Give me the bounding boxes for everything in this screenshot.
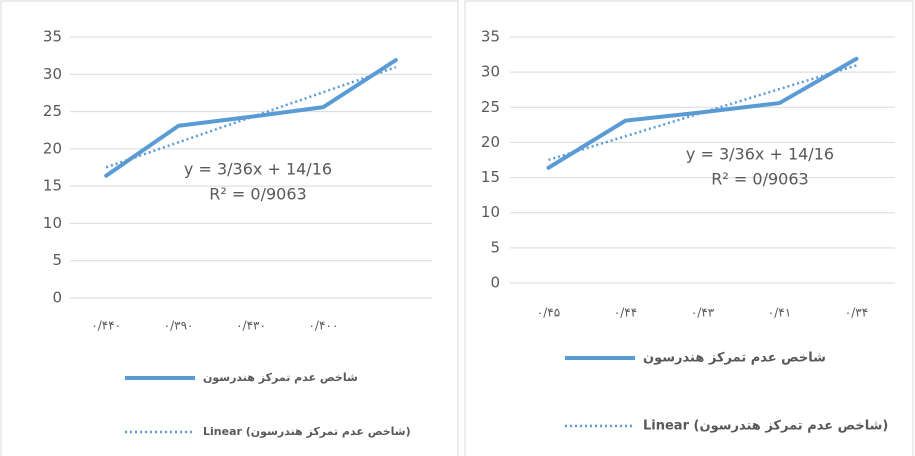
- y-tick-label: 10: [481, 203, 500, 221]
- legend-label: Linear (شاخص عدم تمرکز هندرسون): [203, 425, 411, 438]
- x-tick-label: ۰/۴۳: [691, 306, 715, 320]
- trend-equation: R² = 0/9063: [209, 185, 306, 204]
- y-tick-label: 30: [43, 65, 62, 83]
- y-tick-label: 0: [490, 274, 500, 292]
- y-tick-label: 0: [52, 289, 62, 307]
- x-tick-label: ۰/۳۹۰: [164, 319, 194, 333]
- y-tick-label: 15: [43, 177, 62, 195]
- x-tick-label: ۰/۴۵: [537, 306, 560, 320]
- y-tick-label: 15: [481, 168, 500, 186]
- y-tick-label: 20: [43, 139, 62, 157]
- panel-border: [464, 0, 914, 456]
- trend-equation: R² = 0/9063: [711, 170, 808, 189]
- legend-label: شاخص عدم تمرکز هندرسون: [643, 351, 826, 366]
- legend-label: Linear (شاخص عدم تمرکز هندرسون): [643, 419, 888, 434]
- y-tick-label: 20: [481, 133, 500, 151]
- y-tick-label: 5: [490, 238, 500, 256]
- trend-equation: y = 3/36x + 14/16: [686, 145, 834, 164]
- trend-line: [105, 65, 397, 169]
- y-tick-label: 35: [43, 28, 62, 46]
- y-tick-label: 25: [481, 98, 500, 116]
- trend-line: [548, 64, 857, 162]
- y-tick-label: 30: [481, 63, 500, 81]
- x-tick-label: ۰/۳۴: [845, 306, 868, 320]
- legend-label: شاخص عدم تمرکز هندرسون: [203, 371, 358, 384]
- data-line: [104, 58, 398, 178]
- y-tick-label: 5: [52, 251, 62, 269]
- x-tick-label: ۰/۴۴: [614, 306, 637, 320]
- panel-border: [0, 0, 459, 456]
- x-tick-label: ۰/۴۰۰: [308, 319, 338, 333]
- x-tick-label: ۰/۴۴۰: [91, 319, 121, 333]
- x-tick-label: ۰/۴۱: [768, 306, 791, 320]
- trend-equation: y = 3/36x + 14/16: [184, 160, 332, 179]
- y-tick-label: 25: [43, 102, 62, 120]
- y-tick-label: 10: [43, 214, 62, 232]
- x-tick-label: ۰/۴۳۰: [236, 319, 266, 333]
- y-tick-label: 35: [481, 28, 500, 46]
